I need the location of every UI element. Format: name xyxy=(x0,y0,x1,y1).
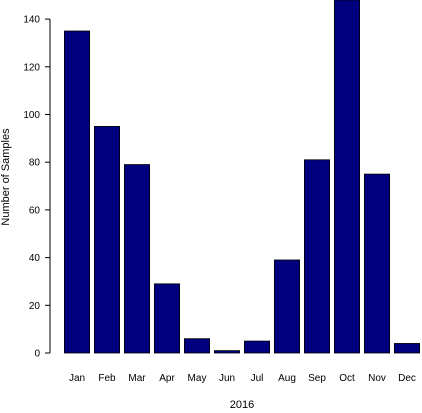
x-axis-tick-label-jul: Jul xyxy=(251,373,264,384)
x-axis-title: 2016 xyxy=(230,399,254,408)
y-axis: 0 20 40 60 80 100 120 140 xyxy=(23,15,51,360)
bar-oct xyxy=(333,0,360,354)
bar-nov xyxy=(363,173,390,354)
y-axis-tick-label: 100 xyxy=(23,110,40,121)
bar-apr xyxy=(153,283,180,354)
bar-aug xyxy=(273,259,300,354)
x-axis-tick-label-may: May xyxy=(188,373,207,384)
y-axis-tick-label: 20 xyxy=(29,301,41,312)
bar-feb xyxy=(94,126,121,354)
bar-sep xyxy=(303,159,330,354)
bar-jan xyxy=(64,30,91,354)
x-axis-tick-label-aug: Aug xyxy=(278,373,296,384)
x-axis-tick-label-jun: Jun xyxy=(219,373,235,384)
y-axis-tick-label: 120 xyxy=(23,62,40,73)
y-axis-title: Number of Samples xyxy=(0,128,12,226)
y-axis-tick-label: 80 xyxy=(29,158,41,169)
x-axis-tick-label-jan: Jan xyxy=(69,373,85,384)
x-axis-tick-label-mar: Mar xyxy=(128,373,146,384)
y-axis-tick-label: 60 xyxy=(29,205,41,216)
bar-jul xyxy=(243,340,270,354)
y-axis-tick-label: 0 xyxy=(34,349,40,360)
y-axis-tick-label: 140 xyxy=(23,15,40,26)
bar-jun xyxy=(213,350,240,354)
x-axis-tick-label-sep: Sep xyxy=(308,373,326,384)
x-axis-tick-label-dec: Dec xyxy=(398,373,416,384)
x-axis-tick-label-feb: Feb xyxy=(98,373,116,384)
x-axis-tick-label-oct: Oct xyxy=(339,373,355,384)
bar-mar xyxy=(124,164,151,354)
x-axis-tick-label-nov: Nov xyxy=(368,373,386,384)
y-axis-tick-label: 40 xyxy=(29,253,41,264)
bar-may xyxy=(183,338,210,354)
x-axis-tick-labels: Jan Feb Mar Apr May Jun Jul Aug Sep Oct Nov Dec xyxy=(69,373,416,384)
bar-dec xyxy=(393,343,420,354)
bar-series xyxy=(64,0,420,354)
x-axis-tick-label-apr: Apr xyxy=(159,373,175,384)
